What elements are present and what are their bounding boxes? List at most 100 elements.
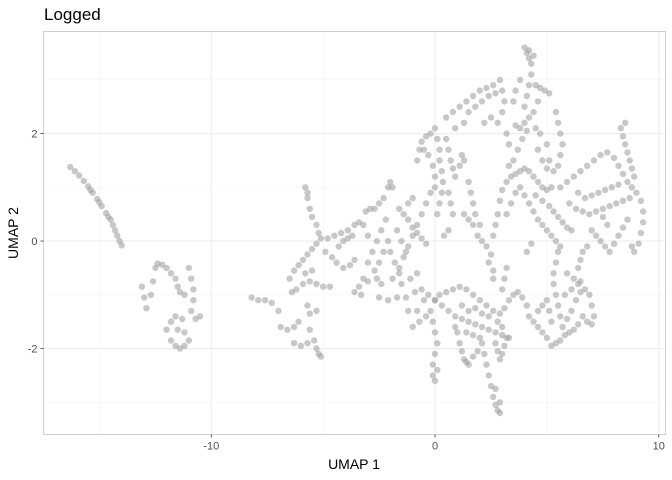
data-point — [512, 122, 519, 129]
data-point — [76, 172, 83, 179]
data-point — [530, 318, 537, 325]
data-point — [418, 211, 425, 218]
data-point — [167, 318, 175, 325]
data-point — [427, 307, 434, 315]
data-point — [434, 340, 441, 347]
data-point — [543, 165, 551, 172]
data-point — [304, 194, 311, 202]
data-point — [499, 108, 506, 116]
data-point — [447, 200, 454, 207]
data-point — [566, 200, 573, 207]
data-point — [431, 125, 439, 132]
data-point — [333, 259, 340, 266]
data-point — [619, 133, 627, 140]
data-point — [615, 162, 622, 169]
data-point — [167, 337, 175, 344]
data-point — [393, 227, 401, 234]
data-point — [158, 261, 166, 268]
data-point — [387, 248, 394, 255]
data-point — [554, 248, 562, 255]
data-point — [443, 135, 450, 143]
plot-panel-border — [43, 31, 666, 435]
data-point — [633, 189, 640, 196]
data-point — [373, 275, 381, 282]
data-point — [572, 205, 580, 212]
data-point — [575, 280, 582, 288]
data-point — [619, 170, 627, 178]
data-point — [382, 216, 389, 223]
data-point — [147, 291, 155, 298]
data-point — [568, 286, 575, 293]
data-point — [543, 141, 551, 148]
data-point — [434, 211, 441, 218]
data-point — [550, 208, 557, 215]
data-point — [452, 323, 459, 331]
data-point — [570, 275, 577, 282]
data-point — [543, 297, 551, 304]
data-point — [181, 329, 188, 336]
data-point — [530, 108, 537, 116]
data-point — [465, 108, 472, 116]
chart-title: Logged — [44, 5, 101, 24]
data-point — [396, 264, 403, 272]
data-point — [360, 221, 367, 229]
data-point — [483, 361, 490, 368]
data-point — [445, 227, 452, 234]
data-point — [384, 184, 392, 191]
data-point — [521, 103, 528, 110]
data-point — [532, 192, 539, 199]
data-point — [487, 251, 495, 258]
data-point — [563, 178, 571, 186]
data-point — [443, 114, 450, 121]
data-point — [492, 90, 499, 97]
data-point — [639, 219, 647, 226]
data-point — [534, 178, 542, 186]
data-point — [639, 208, 647, 215]
data-point — [557, 313, 564, 320]
data-point — [440, 232, 448, 239]
data-point — [391, 259, 398, 266]
axis-layer: -10 0 10 -2 0 2 — [28, 129, 665, 453]
data-point — [525, 313, 533, 320]
data-point — [380, 248, 387, 255]
data-point — [431, 350, 439, 358]
data-point — [554, 302, 562, 309]
data-point — [420, 297, 428, 304]
data-point — [467, 189, 474, 196]
data-point — [351, 288, 358, 296]
data-point — [537, 130, 544, 137]
data-point — [496, 197, 504, 204]
data-point — [592, 232, 600, 239]
data-point — [606, 202, 613, 210]
data-point — [328, 254, 336, 261]
data-point — [436, 291, 443, 298]
data-point — [534, 307, 542, 315]
data-point — [465, 307, 472, 315]
data-point — [577, 168, 584, 175]
data-point — [575, 189, 582, 196]
y-tick-label: 0 — [31, 236, 37, 248]
data-point — [539, 197, 546, 204]
data-point — [313, 280, 320, 288]
data-point — [387, 178, 394, 186]
data-point — [67, 163, 74, 171]
data-point — [496, 76, 504, 84]
data-point — [396, 270, 403, 277]
data-point — [559, 219, 566, 226]
data-point — [635, 240, 642, 247]
data-point — [597, 151, 604, 159]
data-point — [525, 200, 533, 207]
data-point — [548, 184, 555, 191]
data-point — [496, 399, 504, 406]
data-point — [465, 361, 472, 368]
data-point — [405, 307, 412, 315]
data-point — [398, 280, 405, 288]
data-point — [599, 213, 607, 221]
data-point — [550, 168, 557, 175]
data-point — [521, 119, 528, 127]
data-point — [438, 302, 445, 309]
data-point — [299, 256, 307, 264]
data-point — [188, 307, 195, 315]
data-point — [416, 146, 423, 153]
